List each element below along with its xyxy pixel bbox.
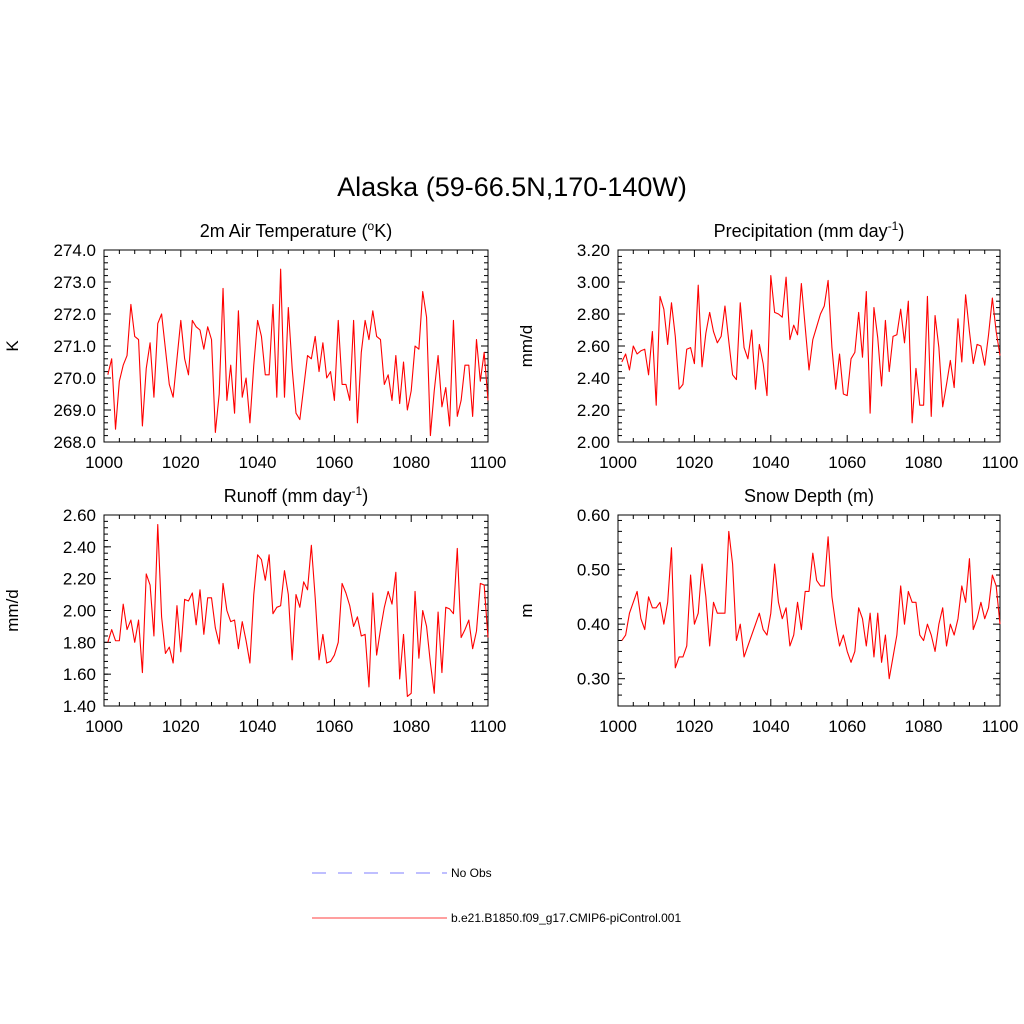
figure-title: Alaska (59-66.5N,170-140W) xyxy=(337,172,687,202)
series-line-model xyxy=(621,275,1001,424)
title-text: Runoff (mm day xyxy=(224,486,352,506)
panel-title: Runoff (mm day-1) xyxy=(224,484,368,506)
y-tick-label: 272.0 xyxy=(53,305,96,324)
x-tick-label: 1040 xyxy=(239,717,277,736)
series-line-model xyxy=(621,530,1001,680)
y-tick-label: 3.20 xyxy=(577,241,610,260)
title-text: Precipitation (mm day xyxy=(714,221,888,241)
x-tick-label: 1040 xyxy=(752,717,790,736)
x-tick-label: 1040 xyxy=(239,453,277,472)
y-axis-label: K xyxy=(3,340,22,352)
y-tick-label: 2.00 xyxy=(577,433,610,452)
plot-frame xyxy=(617,249,1001,443)
y-tick-label: 0.60 xyxy=(577,506,610,525)
y-tick-label: 2.40 xyxy=(577,369,610,388)
title-superscript: o xyxy=(368,219,375,233)
y-tick-label: 269.0 xyxy=(53,401,96,420)
x-tick-label: 1100 xyxy=(470,453,507,472)
x-tick-label: 1060 xyxy=(315,717,353,736)
y-tick-label: 1.40 xyxy=(63,697,96,716)
x-tick-label: 1100 xyxy=(982,717,1019,736)
x-tick-label: 1080 xyxy=(392,453,430,472)
panel-title: 2m Air Temperature (oK) xyxy=(200,219,392,241)
y-tick-label: 2.60 xyxy=(577,337,610,356)
panel-air-temperature: 1000 1020 1040 1060 1080 1100 268.0 269.0 270.0 2… xyxy=(3,219,506,472)
panel-precipitation: 1000 1020 1040 1060 1080 1100 2.00 2.20 2.40 2.60… xyxy=(517,219,1018,472)
title-text: Snow Depth (m) xyxy=(744,486,874,506)
y-tick-label: 2.60 xyxy=(63,506,96,525)
y-tick-label: 268.0 xyxy=(53,433,96,452)
y-tick-label: 2.80 xyxy=(577,305,610,324)
title-superscript: -1 xyxy=(352,484,363,498)
title-text: ) xyxy=(362,486,368,506)
x-tick-label: 1100 xyxy=(982,453,1019,472)
y-tick-label: 271.0 xyxy=(53,337,96,356)
x-tick-label: 1000 xyxy=(599,717,637,736)
series-line-model xyxy=(107,268,489,437)
plot-frame xyxy=(617,514,1001,707)
x-tick-label: 1080 xyxy=(905,453,943,472)
x-tick-label: 1060 xyxy=(828,453,866,472)
x-tick-label: 1080 xyxy=(392,717,430,736)
x-tick-label: 1060 xyxy=(315,453,353,472)
title-text: ) xyxy=(898,221,904,241)
title-superscript: -1 xyxy=(888,219,899,233)
y-tick-label: 0.30 xyxy=(577,670,610,689)
x-tick-label: 1020 xyxy=(162,453,200,472)
panel-title: Precipitation (mm day-1) xyxy=(714,219,905,241)
panels: 1000 1020 1040 1060 1080 1100 268.0 269.0 270.0 2… xyxy=(3,219,1018,736)
y-axis-label: mm/d xyxy=(3,589,22,632)
x-tick-label: 1020 xyxy=(162,717,200,736)
y-tick-label: 270.0 xyxy=(53,369,96,388)
y-tick-label: 2.00 xyxy=(63,602,96,621)
legend: No Obs b.e21.B1850.f09_g17.CMIP6-piContr… xyxy=(312,866,681,925)
x-tick-label: 1000 xyxy=(599,453,637,472)
y-tick-label: 274.0 xyxy=(53,241,96,260)
legend-label-model: b.e21.B1850.f09_g17.CMIP6-piControl.001 xyxy=(451,911,681,925)
legend-label-obs: No Obs xyxy=(451,866,492,880)
y-axis-label: mm/d xyxy=(517,325,536,368)
title-text: K) xyxy=(374,221,392,241)
y-tick-label: 273.0 xyxy=(53,273,96,292)
series-line-model xyxy=(107,523,489,698)
y-tick-label: 0.50 xyxy=(577,561,610,580)
x-tick-label: 1040 xyxy=(752,453,790,472)
panel-title: Snow Depth (m) xyxy=(744,486,874,506)
x-tick-label: 1080 xyxy=(905,717,943,736)
y-tick-label: 2.40 xyxy=(63,538,96,557)
x-tick-label: 1000 xyxy=(85,717,123,736)
y-tick-label: 1.80 xyxy=(63,633,96,652)
title-text: 2m Air Temperature ( xyxy=(200,221,368,241)
panel-snow-depth: 1000 1020 1040 1060 1080 1100 0.30 0.40 0.50 0.60… xyxy=(517,486,1018,736)
y-tick-label: 2.20 xyxy=(577,401,610,420)
y-axis-label: m xyxy=(517,603,536,617)
panel-runoff: 1000 1020 1040 1060 1080 1100 1.40 1.60 1.80 2.00… xyxy=(3,484,506,736)
x-tick-label: 1100 xyxy=(470,717,507,736)
x-tick-label: 1020 xyxy=(675,717,713,736)
y-tick-label: 3.00 xyxy=(577,273,610,292)
x-tick-label: 1060 xyxy=(828,717,866,736)
x-tick-label: 1020 xyxy=(675,453,713,472)
y-tick-label: 0.40 xyxy=(577,615,610,634)
x-tick-label: 1000 xyxy=(85,453,123,472)
y-tick-label: 2.20 xyxy=(63,570,96,589)
y-tick-label: 1.60 xyxy=(63,665,96,684)
